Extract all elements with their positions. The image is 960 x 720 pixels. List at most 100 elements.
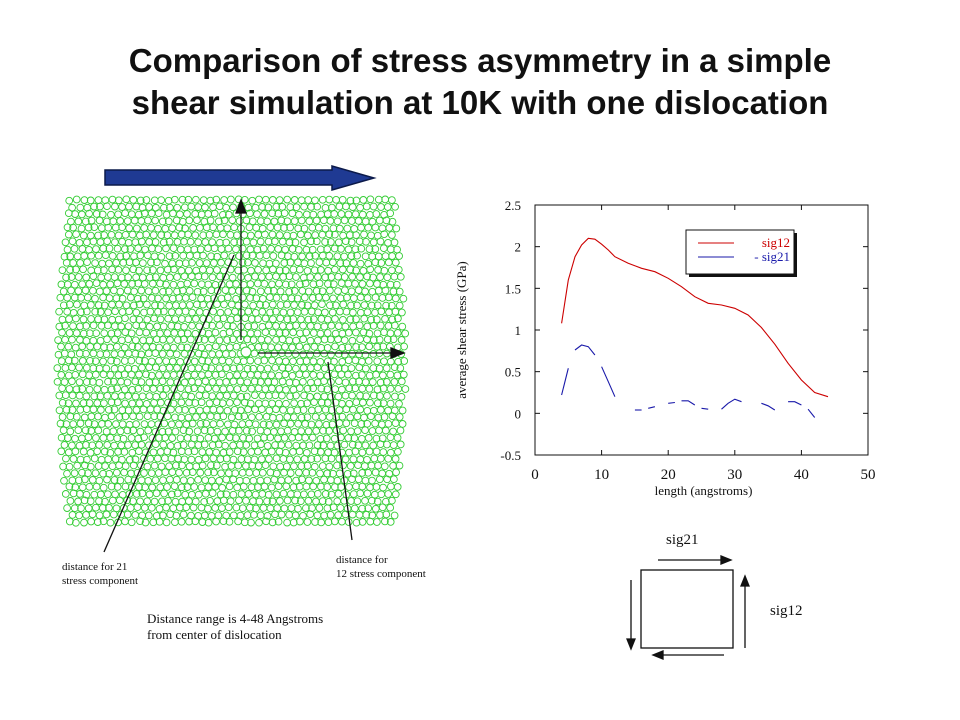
atom bbox=[201, 454, 210, 463]
atom bbox=[55, 307, 63, 316]
atom bbox=[268, 518, 277, 527]
atom bbox=[188, 293, 197, 302]
atom bbox=[143, 300, 151, 309]
atom bbox=[345, 384, 354, 393]
atom bbox=[299, 511, 307, 520]
atom bbox=[357, 244, 366, 253]
atom bbox=[185, 517, 193, 526]
atom bbox=[346, 413, 355, 422]
atom bbox=[293, 455, 302, 464]
atom bbox=[180, 322, 188, 331]
atom bbox=[223, 293, 232, 302]
atom bbox=[216, 455, 225, 463]
atom bbox=[76, 419, 85, 428]
atom bbox=[136, 196, 145, 205]
atom bbox=[309, 280, 318, 289]
atom bbox=[167, 405, 175, 414]
atom bbox=[84, 419, 93, 428]
atom bbox=[361, 350, 370, 359]
atom bbox=[136, 427, 145, 436]
atom bbox=[135, 483, 143, 491]
atom bbox=[235, 363, 244, 372]
atom bbox=[194, 349, 203, 358]
atom bbox=[255, 412, 264, 421]
atom bbox=[289, 231, 298, 240]
atom bbox=[358, 280, 367, 288]
atom bbox=[303, 384, 312, 393]
atom bbox=[90, 420, 99, 428]
atom bbox=[129, 301, 138, 310]
atom bbox=[163, 231, 172, 240]
atom bbox=[159, 511, 167, 520]
atom bbox=[113, 384, 121, 393]
atom bbox=[322, 293, 330, 302]
atom bbox=[302, 343, 311, 352]
atom bbox=[225, 357, 233, 366]
atom bbox=[379, 371, 387, 380]
atom bbox=[397, 392, 406, 401]
atom bbox=[384, 454, 393, 463]
atom bbox=[331, 342, 339, 351]
y-tick-label: -0.5 bbox=[500, 448, 521, 463]
range-line2: from center of dislocation bbox=[147, 627, 282, 642]
atom bbox=[137, 237, 146, 246]
atom bbox=[386, 384, 395, 393]
atom bbox=[93, 518, 102, 526]
atom bbox=[217, 370, 226, 379]
atom bbox=[133, 503, 142, 512]
atom bbox=[81, 286, 90, 295]
series-line-sig21 bbox=[561, 368, 569, 396]
atom bbox=[157, 196, 166, 204]
atom bbox=[229, 203, 237, 212]
atom bbox=[302, 504, 310, 512]
atom bbox=[395, 461, 404, 470]
atom bbox=[132, 321, 141, 330]
atom bbox=[338, 195, 347, 204]
atom bbox=[242, 441, 251, 449]
atom bbox=[223, 321, 232, 330]
atom bbox=[244, 322, 253, 331]
atom bbox=[366, 195, 375, 204]
atom bbox=[351, 279, 359, 288]
atom bbox=[383, 391, 391, 400]
atom bbox=[305, 217, 314, 226]
atom bbox=[182, 468, 191, 477]
atom bbox=[71, 370, 80, 379]
atom bbox=[321, 273, 330, 282]
atom bbox=[59, 301, 68, 310]
atom bbox=[91, 357, 100, 366]
atom bbox=[355, 321, 364, 330]
atom bbox=[323, 315, 332, 324]
atom bbox=[100, 266, 108, 275]
atom bbox=[75, 349, 84, 358]
atom bbox=[323, 329, 332, 337]
atom bbox=[151, 286, 160, 295]
atom bbox=[86, 497, 95, 506]
atom bbox=[151, 476, 160, 485]
atom bbox=[322, 420, 331, 429]
atom bbox=[375, 475, 384, 484]
atom bbox=[379, 448, 388, 456]
atom bbox=[306, 336, 315, 345]
atom bbox=[342, 419, 351, 428]
atom bbox=[64, 342, 73, 351]
atom bbox=[207, 461, 215, 470]
atom bbox=[157, 462, 166, 471]
atom bbox=[314, 405, 323, 414]
atom bbox=[71, 447, 80, 456]
atom bbox=[232, 280, 240, 288]
atom bbox=[126, 245, 135, 253]
atom bbox=[183, 357, 191, 365]
atom bbox=[57, 433, 66, 442]
atom bbox=[400, 342, 408, 351]
atom bbox=[170, 195, 179, 204]
atom bbox=[238, 244, 247, 253]
atom bbox=[151, 301, 159, 310]
atom bbox=[373, 301, 382, 310]
atom bbox=[81, 461, 89, 470]
atom bbox=[391, 294, 400, 303]
atom bbox=[300, 391, 308, 400]
atom bbox=[72, 385, 81, 394]
atom bbox=[268, 209, 277, 218]
